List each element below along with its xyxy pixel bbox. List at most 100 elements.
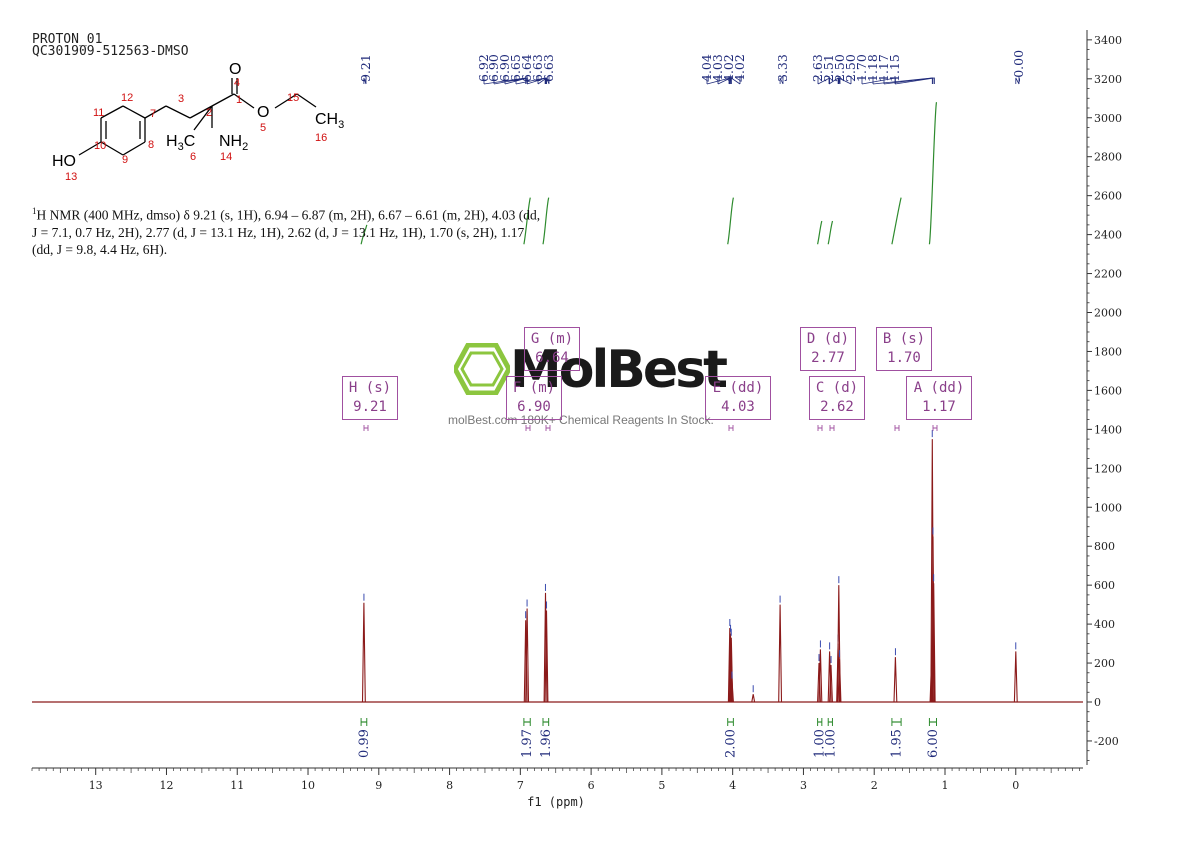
- peak-label: 4.02: [721, 54, 736, 82]
- chemical-structure: O O HO CH3 H3C NH2 4 1 3 2 12 11 7 10 9 …: [52, 61, 344, 183]
- x-axis-title: f1 (ppm): [527, 795, 585, 809]
- experiment-name: PROTON_01: [32, 32, 103, 47]
- integral-curve: [928, 102, 938, 245]
- spectrum-peak: [1013, 651, 1018, 703]
- y-tick-label: 3200: [1094, 73, 1122, 86]
- integral-curve: [827, 220, 834, 245]
- nmr-description-line2: J = 7.1, 0.7 Hz, 2H), 2.77 (d, J = 13.1 …: [32, 224, 525, 240]
- spectrum-peak: [817, 662, 821, 703]
- multiplet-marker: [894, 425, 900, 431]
- x-tick-label: 7: [517, 779, 524, 792]
- x-tick-label: 0: [1012, 779, 1019, 792]
- molbest-logo-icon: [454, 343, 510, 395]
- peak-label-leader: [817, 76, 830, 85]
- y-tick-label: 1200: [1094, 462, 1122, 475]
- x-tick-label: 6: [588, 779, 595, 792]
- peak-box-e: E (dd) 4.03: [705, 376, 771, 420]
- x-tick-label: 11: [230, 779, 244, 792]
- peak-label: 6.63: [530, 54, 545, 82]
- atom-index-13: 13: [65, 171, 77, 183]
- x-tick-label: 12: [159, 779, 173, 792]
- nmr-description-line3: (dd, J = 9.8, 4.4 Hz, 6H).: [32, 241, 168, 257]
- peak-label: 4.03: [710, 54, 725, 82]
- atom-o-carbonyl: O: [229, 61, 241, 78]
- atom-index-9: 9: [122, 154, 128, 166]
- x-tick-label: 13: [89, 779, 103, 792]
- spectrum-peak: [543, 592, 548, 703]
- y-tick-label: 2200: [1094, 268, 1122, 281]
- axis-layer: 3400320030002800260024002200200018001600…: [31, 30, 1122, 792]
- atom-index-4: 4: [234, 77, 240, 89]
- atom-index-15: 15: [287, 92, 299, 104]
- y-tick-label: 200: [1094, 657, 1115, 670]
- peak-label-leader: [838, 76, 852, 85]
- peak-label: 4.02: [732, 54, 747, 82]
- peak-box-c: C (d) 2.62: [809, 376, 865, 420]
- peak-label: 1.18: [865, 54, 880, 82]
- y-tick-label: 0: [1094, 696, 1101, 709]
- atom-nh2: NH2: [219, 133, 248, 153]
- integral-value: 1.00: [813, 729, 828, 758]
- nmr-description: 1H NMR (400 MHz, dmso) δ 9.21 (s, 1H), 6…: [32, 203, 592, 258]
- integral-value: 2.00: [724, 729, 739, 758]
- integral-curve: [891, 197, 902, 245]
- peak-label: 6.64: [519, 54, 534, 82]
- spectrum-peak: [837, 659, 842, 703]
- atom-ch3-ethyl: CH3: [315, 111, 344, 131]
- spectrum-peak: [931, 583, 936, 703]
- spectrum-peak: [778, 604, 783, 703]
- atom-index-12: 12: [121, 92, 133, 104]
- peak-box-d: D (d) 2.77: [800, 327, 856, 371]
- peak-label: -0.00: [1011, 50, 1026, 82]
- atom-index-2: 2: [206, 107, 212, 119]
- peak-label-leader: [828, 76, 839, 85]
- atom-index-14: 14: [220, 151, 232, 163]
- peak-label: 6.65: [508, 54, 523, 82]
- peak-box-g: G (m) 6.64: [524, 327, 580, 371]
- x-tick-label: 10: [301, 779, 315, 792]
- peak-label: 9.21: [358, 54, 373, 82]
- y-tick-label: 600: [1094, 579, 1115, 592]
- integral-curve: [360, 224, 368, 245]
- integral-value: 1.95: [890, 729, 905, 758]
- y-tick-label: 1600: [1094, 384, 1122, 397]
- peak-label-leader: [526, 76, 547, 85]
- y-tick-label: 2800: [1094, 151, 1122, 164]
- peak-label-leader: [546, 76, 550, 85]
- y-tick-label: 400: [1094, 618, 1115, 631]
- atom-index-11: 11: [93, 107, 104, 119]
- peak-label-leader: [717, 76, 731, 85]
- multiplet-marker: [728, 425, 734, 431]
- multiplet-marker: [817, 425, 823, 431]
- y-tick-label: 800: [1094, 540, 1115, 553]
- peak-label-leader: [730, 76, 741, 85]
- peak-label: 2.51: [821, 54, 836, 82]
- spectrum-peak: [893, 657, 898, 703]
- peak-label-leader: [1015, 76, 1020, 85]
- atom-o-ester: O: [257, 104, 269, 121]
- atom-index-6: 6: [190, 151, 196, 163]
- integral-layer: 0.99 1.97 1.96 2.00 1.001.00 1.95 6.00: [357, 102, 941, 758]
- x-tick-label: 5: [658, 779, 665, 792]
- peak-label: 6.63: [541, 54, 556, 82]
- x-tick-label: 4: [729, 779, 736, 792]
- atom-index-5: 5: [260, 122, 266, 134]
- atom-index-7: 7: [150, 108, 156, 120]
- spectrum-peak: [728, 633, 733, 703]
- y-tick-label: 2600: [1094, 190, 1122, 203]
- watermark-tagline: molBest.com 180K+ Chemical Reagents In S…: [448, 413, 714, 427]
- integral-curve: [727, 197, 734, 245]
- atom-index-16: 16: [315, 132, 327, 144]
- peak-box-f: F (m) 6.90: [506, 376, 562, 420]
- y-tick-label: 1800: [1094, 345, 1122, 358]
- atom-index-8: 8: [148, 139, 154, 151]
- peak-label: 6.92: [476, 54, 491, 82]
- atom-h3c-methyl: H3C: [166, 133, 195, 153]
- peak-label-leader: [779, 76, 784, 85]
- integral-value: 1.97: [520, 729, 535, 758]
- integral-value: 0.99: [357, 729, 372, 758]
- multiplet-marker: [545, 425, 551, 431]
- spectrum-peak: [544, 610, 549, 703]
- peak-label: 6.90: [486, 54, 501, 82]
- atom-ho: HO: [52, 153, 76, 170]
